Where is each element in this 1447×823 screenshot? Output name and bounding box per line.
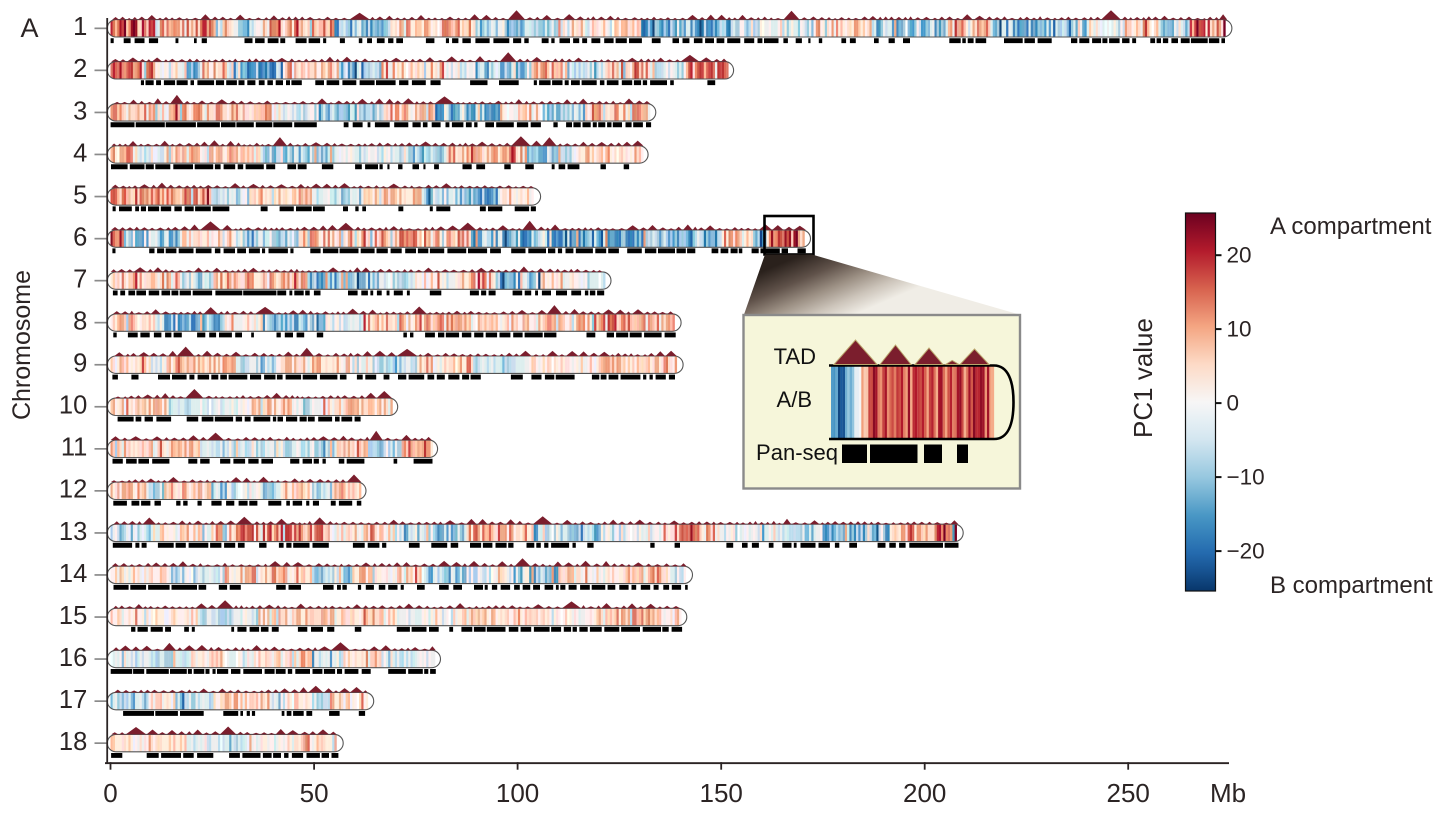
svg-text:PC1 value: PC1 value	[1128, 318, 1158, 438]
svg-text:0: 0	[103, 778, 117, 808]
svg-text:Chromosome: Chromosome	[8, 270, 36, 420]
svg-text:6: 6	[73, 224, 87, 252]
svg-text:14: 14	[59, 560, 87, 588]
svg-text:A: A	[21, 13, 39, 43]
svg-text:A compartment: A compartment	[1270, 213, 1432, 240]
svg-text:−10: −10	[1227, 465, 1265, 490]
svg-text:Mb: Mb	[1210, 778, 1246, 808]
svg-text:11: 11	[61, 434, 87, 462]
svg-text:9: 9	[73, 350, 87, 378]
svg-text:4: 4	[73, 139, 87, 167]
svg-text:50: 50	[300, 778, 329, 808]
svg-text:1: 1	[73, 13, 87, 41]
svg-text:15: 15	[59, 602, 87, 630]
svg-text:B compartment: B compartment	[1270, 572, 1433, 599]
svg-text:16: 16	[59, 644, 87, 672]
svg-text:TAD: TAD	[774, 344, 816, 369]
svg-text:0: 0	[1227, 391, 1240, 416]
svg-text:5: 5	[73, 181, 87, 209]
svg-text:8: 8	[73, 308, 87, 336]
svg-text:200: 200	[903, 778, 946, 808]
svg-text:100: 100	[496, 778, 539, 808]
svg-text:20: 20	[1227, 243, 1252, 268]
svg-text:7: 7	[73, 266, 87, 294]
svg-text:12: 12	[59, 476, 87, 504]
svg-text:18: 18	[59, 728, 87, 756]
svg-text:Pan-seq: Pan-seq	[756, 440, 838, 465]
svg-text:10: 10	[1227, 317, 1252, 342]
svg-text:13: 13	[59, 518, 87, 546]
svg-text:3: 3	[73, 97, 87, 125]
svg-text:10: 10	[59, 392, 87, 420]
svg-text:−20: −20	[1227, 539, 1265, 564]
svg-text:150: 150	[700, 778, 743, 808]
svg-text:A/B: A/B	[777, 387, 812, 412]
svg-text:17: 17	[59, 686, 87, 714]
svg-text:2: 2	[73, 55, 87, 83]
svg-text:250: 250	[1107, 778, 1150, 808]
